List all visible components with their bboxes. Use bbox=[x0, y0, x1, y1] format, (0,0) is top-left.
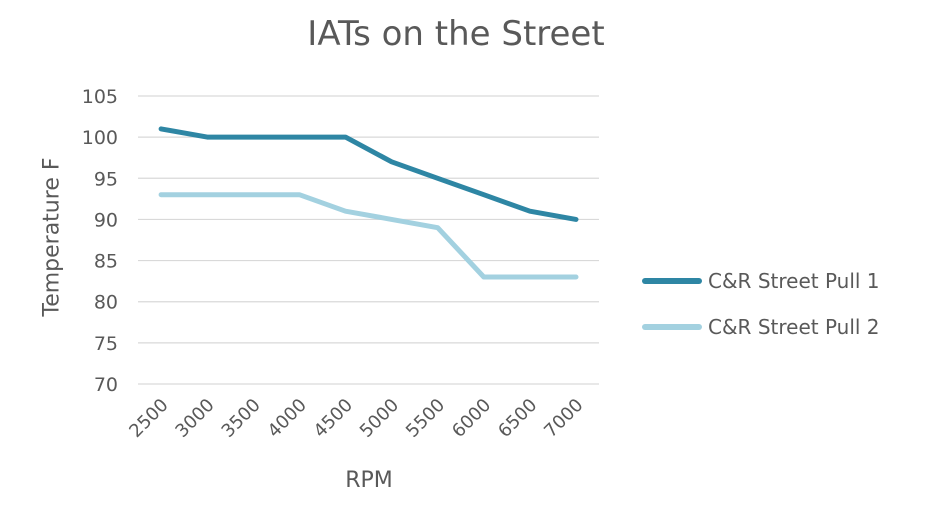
legend-label-pull-2: C&R Street Pull 2 bbox=[708, 315, 880, 339]
legend-label-pull-1: C&R Street Pull 1 bbox=[708, 269, 880, 293]
x-tick-label-3500: 3500 bbox=[218, 395, 265, 442]
y-tick-label-80: 80 bbox=[94, 292, 118, 314]
x-tick-label-6000: 6000 bbox=[448, 395, 495, 442]
x-tick-label-5500: 5500 bbox=[402, 395, 449, 442]
chart-title: IATs on the Street bbox=[307, 14, 605, 54]
x-tick-label-6500: 6500 bbox=[494, 395, 541, 442]
y-tick-label-75: 75 bbox=[94, 333, 118, 355]
legend-swatch-pull-2 bbox=[642, 324, 702, 330]
y-tick-label-70: 70 bbox=[94, 374, 118, 396]
y-tick-labels: 70 75 80 85 90 95 100 105 bbox=[82, 86, 118, 396]
gridlines bbox=[138, 95, 599, 385]
series-line-pull-1 bbox=[158, 126, 579, 222]
legend: C&R Street Pull 1 C&R Street Pull 2 bbox=[642, 258, 880, 350]
series-line-pull-2 bbox=[158, 192, 579, 280]
x-tick-label-4000: 4000 bbox=[264, 395, 311, 442]
legend-swatch-pull-1 bbox=[642, 278, 702, 284]
x-axis-label: RPM bbox=[345, 468, 393, 493]
x-tick-label-4500: 4500 bbox=[310, 395, 357, 442]
x-tick-label-2500: 2500 bbox=[125, 395, 172, 442]
y-tick-label-95: 95 bbox=[94, 168, 118, 190]
y-tick-label-105: 105 bbox=[82, 86, 118, 108]
legend-item-pull-1: C&R Street Pull 1 bbox=[642, 258, 880, 304]
legend-item-pull-2: C&R Street Pull 2 bbox=[642, 304, 880, 350]
x-tick-label-3000: 3000 bbox=[171, 395, 218, 442]
series-lines bbox=[158, 126, 579, 280]
y-tick-label-90: 90 bbox=[94, 209, 118, 231]
y-tick-label-100: 100 bbox=[82, 127, 118, 149]
x-tick-label-7000: 7000 bbox=[540, 395, 587, 442]
x-tick-label-5000: 5000 bbox=[356, 395, 403, 442]
y-tick-label-85: 85 bbox=[94, 251, 118, 273]
